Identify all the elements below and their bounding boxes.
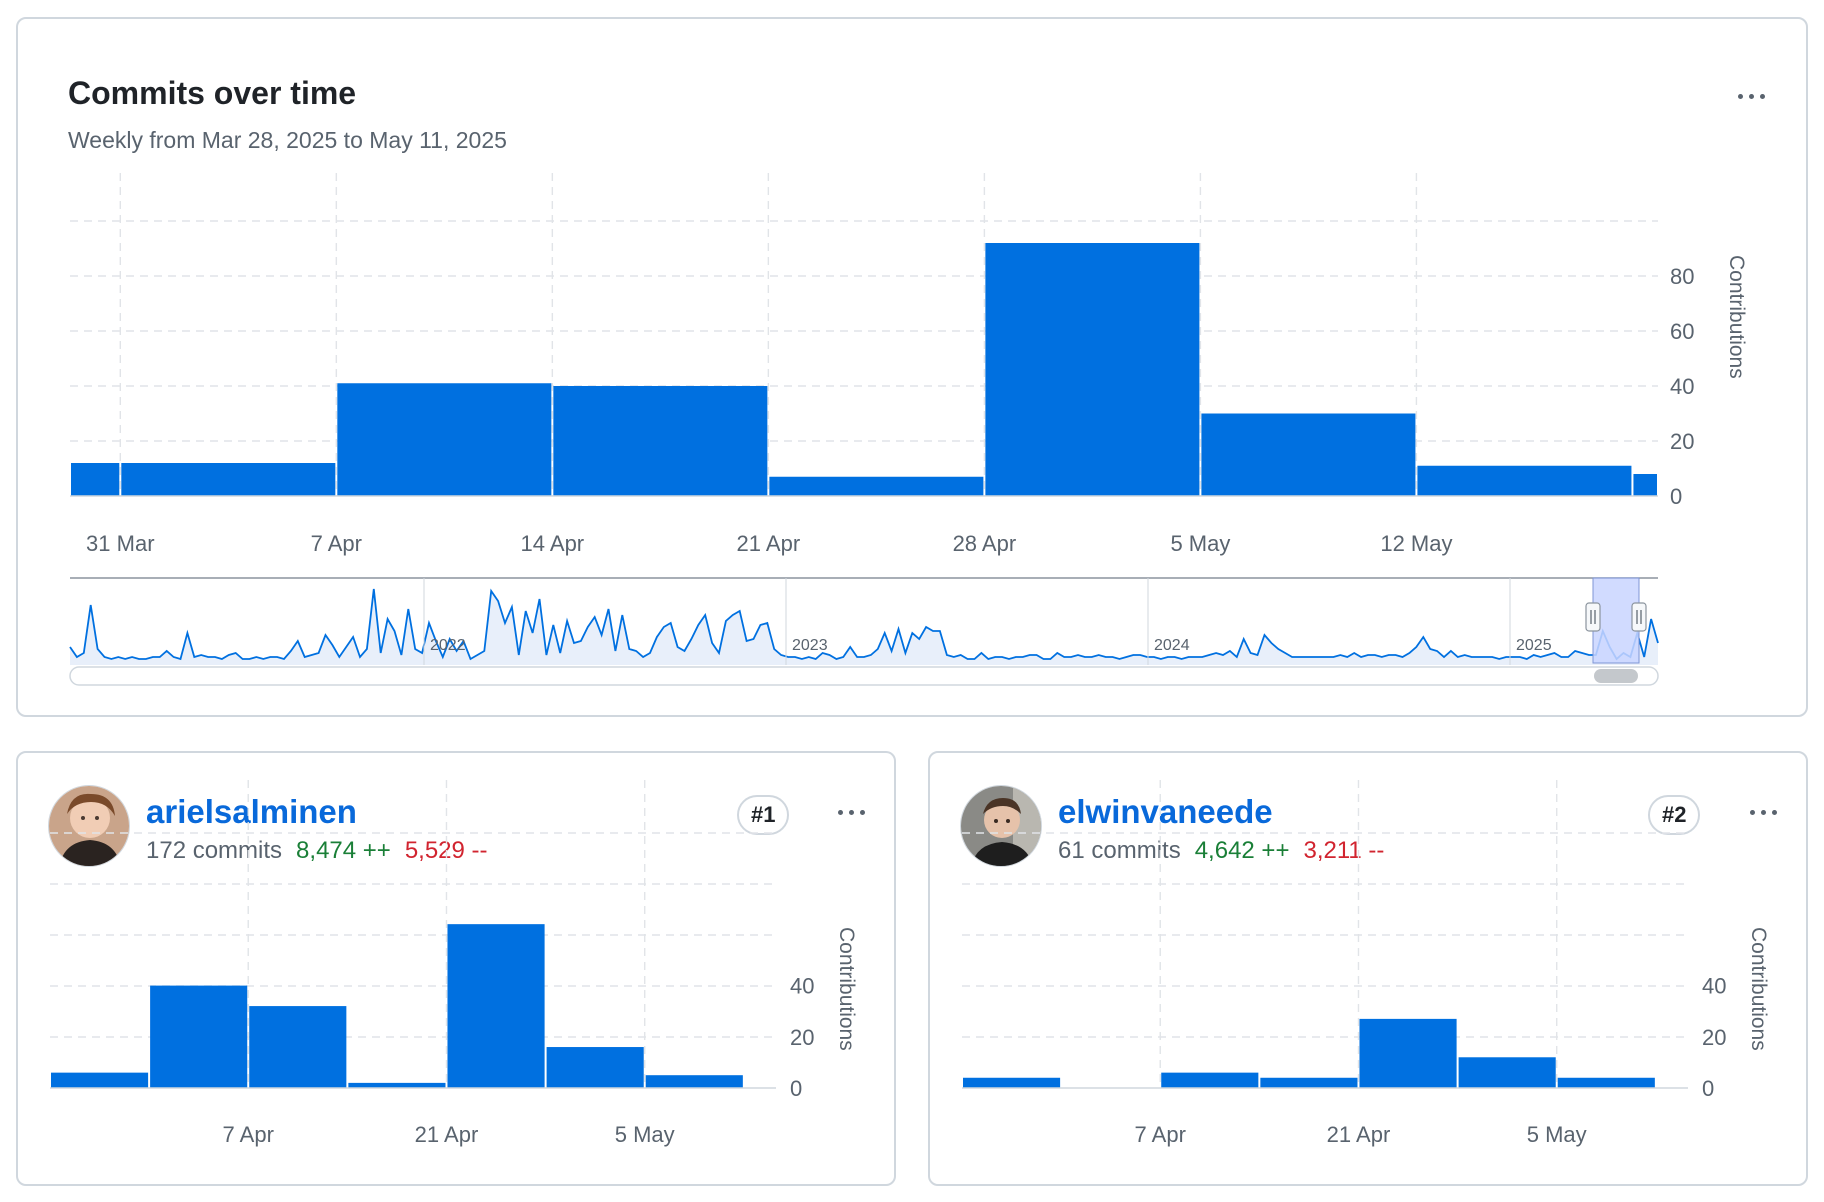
bar xyxy=(71,463,120,496)
bar xyxy=(1557,1077,1655,1088)
y-tick-label: 20 xyxy=(1702,1025,1726,1050)
bar xyxy=(337,383,552,496)
rank-badge: #1 xyxy=(737,795,790,835)
y-axis-title: Contributions xyxy=(835,927,858,1051)
x-tick-label: 7 Apr xyxy=(223,1122,274,1147)
y-tick-label: 40 xyxy=(790,974,814,999)
additions-count: 8,474 ++ xyxy=(296,837,391,864)
contributor-card: elwinvaneede 61 commits 4,642 ++ 3,211 -- … xyxy=(928,751,1808,1186)
bar xyxy=(1458,1057,1556,1088)
y-tick-label: 20 xyxy=(1670,429,1694,454)
bar xyxy=(1633,474,1657,496)
x-tick-label: 5 May xyxy=(1527,1122,1587,1147)
bar xyxy=(1161,1072,1259,1088)
overview-navigator: 2022 2023 2024 2025 xyxy=(69,577,1659,686)
x-tick-label: 21 Apr xyxy=(415,1122,479,1147)
chart-subtitle: Weekly from Mar 28, 2025 to May 11, 2025 xyxy=(68,127,507,153)
navigator-year-label: 2022 xyxy=(430,637,466,654)
x-tick-label: 7 Apr xyxy=(311,531,362,556)
y-tick-label: 40 xyxy=(1670,374,1694,399)
bar xyxy=(1260,1077,1358,1088)
avatar-image xyxy=(961,786,1041,866)
contributor-bar-chart: 0 20 40 7 Apr 21 Apr 5 May Contributions xyxy=(962,780,1770,1147)
navigator-handle xyxy=(1631,602,1647,632)
deletions-count: 3,211 -- xyxy=(1303,837,1385,864)
bar xyxy=(1417,465,1632,496)
x-tick-label: 14 Apr xyxy=(521,531,585,556)
bar xyxy=(1201,413,1416,496)
y-tick-label: 80 xyxy=(1670,264,1694,289)
contributor-username-link[interactable]: elwinvaneede xyxy=(1058,793,1273,830)
y-axis-title: Contributions xyxy=(1725,255,1748,379)
commit-count: 172 commits xyxy=(146,837,283,864)
additions-count: 4,642 ++ xyxy=(1194,837,1290,864)
x-tick-label: 21 Apr xyxy=(1327,1122,1391,1147)
bar xyxy=(645,1075,743,1088)
y-tick-label: 0 xyxy=(1702,1076,1714,1101)
avatar[interactable] xyxy=(48,785,130,867)
navigator-scrollbar-thumb[interactable] xyxy=(1594,669,1638,683)
avatar-image xyxy=(49,786,129,866)
bar xyxy=(249,1006,347,1088)
bar xyxy=(769,476,984,496)
bar xyxy=(150,985,248,1088)
navigator-year-label: 2025 xyxy=(1516,637,1552,654)
avatar[interactable] xyxy=(960,785,1042,867)
bar xyxy=(348,1082,446,1088)
x-tick-label: 5 May xyxy=(615,1122,675,1147)
navigator-year-label: 2024 xyxy=(1154,637,1190,654)
contributor-card: arielsalminen 172 commits 8,474 ++ 5,529 -… xyxy=(16,751,896,1186)
navigator-scrollbar-track xyxy=(69,666,1659,686)
bar xyxy=(985,243,1200,496)
chart-title: Commits over time xyxy=(68,75,357,111)
bar xyxy=(1359,1018,1457,1088)
more-options-icon[interactable] xyxy=(1730,81,1774,111)
y-tick-label: 60 xyxy=(1670,319,1694,344)
navigator-handle xyxy=(1585,602,1601,632)
x-tick-label: 5 May xyxy=(1170,531,1230,556)
bar xyxy=(546,1047,644,1088)
x-tick-label: 31 Mar xyxy=(86,531,154,556)
x-tick-label: 28 Apr xyxy=(953,531,1017,556)
y-axis-title: Contributions xyxy=(1747,927,1770,1051)
bar xyxy=(963,1077,1061,1088)
contributor-username-link[interactable]: arielsalminen xyxy=(146,793,357,830)
more-options-icon[interactable] xyxy=(1742,797,1786,827)
navigator-selection xyxy=(1592,577,1640,664)
x-tick-label: 7 Apr xyxy=(1135,1122,1186,1147)
commits-over-time-card: Commits over time Weekly from Mar 28, 20… xyxy=(16,17,1808,717)
more-options-icon[interactable] xyxy=(830,797,874,827)
navigator-year-label: 2023 xyxy=(792,637,828,654)
rank-badge: #2 xyxy=(1648,795,1701,835)
y-tick-label: 20 xyxy=(790,1025,814,1050)
commits-bar-chart: 0 20 40 60 80 31 Mar 7 Apr 14 Apr 21 Apr 28 Apr 5 … xyxy=(69,173,1748,686)
y-tick-label: 0 xyxy=(1670,484,1682,509)
y-tick-label: 0 xyxy=(790,1076,802,1101)
navigator-line xyxy=(69,588,1659,661)
bar xyxy=(447,924,545,1088)
contributor-bar-chart: 0 20 40 7 Apr 21 Apr 5 May Contributions xyxy=(50,780,858,1147)
navigator-area xyxy=(70,589,1658,665)
bar xyxy=(553,386,768,496)
x-tick-label: 12 May xyxy=(1380,531,1452,556)
bar xyxy=(51,1072,149,1088)
bar xyxy=(121,463,336,496)
x-tick-label: 21 Apr xyxy=(737,531,801,556)
y-tick-label: 40 xyxy=(1702,974,1726,999)
